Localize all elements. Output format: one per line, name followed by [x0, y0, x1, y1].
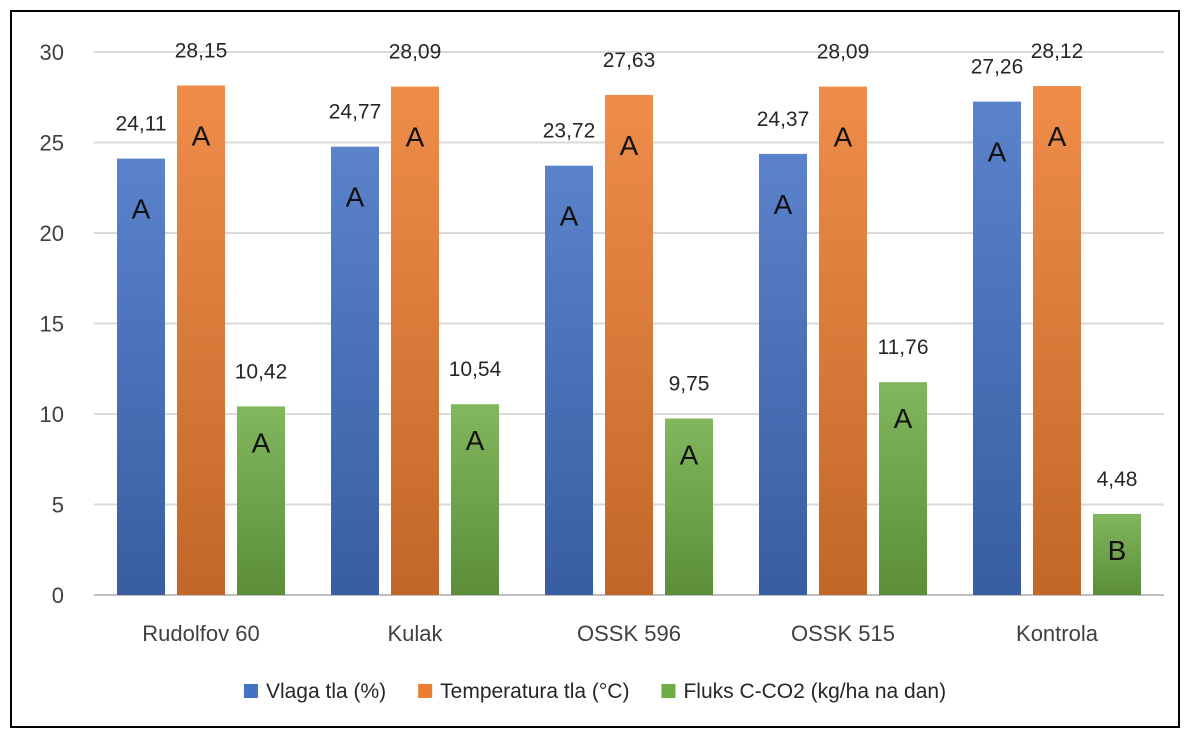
- significance-letter: A: [132, 194, 151, 225]
- bar: [331, 146, 379, 595]
- bar: [1033, 86, 1081, 595]
- significance-letter: A: [834, 122, 853, 153]
- x-tick-label: Rudolfov 60: [142, 621, 259, 646]
- bar: [665, 418, 713, 595]
- y-tick-label: 15: [40, 312, 64, 337]
- significance-letter: A: [894, 403, 913, 434]
- significance-letter: A: [560, 201, 579, 232]
- data-label: 10,54: [449, 358, 502, 381]
- x-tick-label: OSSK 515: [791, 621, 895, 646]
- bar: [605, 94, 653, 595]
- bar: [545, 165, 593, 595]
- bar: [451, 404, 499, 595]
- legend-swatch: [418, 684, 433, 698]
- bar: [879, 382, 927, 595]
- data-label: 23,72: [543, 120, 596, 143]
- significance-letter: A: [680, 440, 699, 471]
- significance-letter: A: [1048, 121, 1067, 152]
- bar: [391, 86, 439, 596]
- chart-frame: 0 5 10 15 20 25 30 24,11 A 28,15 A 10,42 A 24,77 A 28,…: [10, 10, 1180, 728]
- significance-letter: A: [774, 189, 793, 220]
- data-label: 28,15: [175, 39, 228, 62]
- data-label: 10,42: [235, 360, 288, 383]
- data-label: 28,09: [817, 41, 870, 64]
- y-tick-label: 0: [52, 583, 64, 608]
- data-label: 28,12: [1031, 40, 1084, 63]
- y-tick-label: 10: [40, 402, 64, 427]
- data-label: 4,48: [1097, 468, 1138, 491]
- bar: [1093, 513, 1141, 595]
- y-tick-label: 20: [40, 221, 64, 246]
- x-axis: Rudolfov 60 Kulak OSSK 596 OSSK 515 Kontrola: [142, 621, 1098, 646]
- data-label: 27,63: [603, 49, 656, 72]
- y-tick-label: 30: [40, 40, 64, 65]
- y-tick-label: 5: [52, 493, 64, 518]
- x-tick-label: Kontrola: [1016, 621, 1099, 646]
- bar: [819, 86, 867, 596]
- data-label: 27,26: [971, 56, 1024, 79]
- bar: [973, 101, 1021, 596]
- significance-letter: A: [406, 122, 425, 153]
- data-label: 24,37: [757, 108, 810, 131]
- data-label: 11,76: [878, 336, 929, 359]
- legend: Vlaga tla (%) Temperatura tla (°C) Fluks C…: [243, 680, 946, 703]
- data-label: 24,11: [116, 113, 167, 136]
- bars: 24,11 A 28,15 A 10,42 A 24,77 A 28,09 A 10,54 A 23,7…: [116, 39, 1141, 596]
- legend-label: Vlaga tla (%): [266, 680, 386, 703]
- significance-letter: A: [192, 120, 211, 151]
- data-label: 9,75: [669, 373, 710, 396]
- significance-letter: B: [1108, 535, 1127, 566]
- significance-letter: A: [466, 425, 485, 456]
- significance-letter: A: [252, 427, 271, 458]
- legend-swatch: [243, 684, 258, 698]
- data-label: 24,77: [329, 101, 382, 124]
- data-label: 28,09: [389, 41, 442, 64]
- x-tick-label: Kulak: [387, 621, 443, 646]
- legend-swatch: [661, 684, 676, 698]
- bar: [237, 406, 285, 595]
- legend-label: Fluks C-CO2 (kg/ha na dan): [683, 680, 946, 703]
- significance-letter: A: [988, 137, 1007, 168]
- significance-letter: A: [346, 182, 365, 213]
- x-tick-label: OSSK 596: [577, 621, 681, 646]
- bar: [177, 85, 225, 596]
- y-axis: 0 5 10 15 20 25 30: [40, 40, 64, 608]
- bar: [117, 158, 165, 595]
- y-tick-label: 25: [40, 131, 64, 156]
- legend-label: Temperatura tla (°C): [440, 680, 629, 703]
- bar: [759, 153, 807, 595]
- significance-letter: A: [620, 130, 639, 161]
- bar-chart: 0 5 10 15 20 25 30 24,11 A 28,15 A 10,42 A 24,77 A 28,…: [40, 39, 1164, 703]
